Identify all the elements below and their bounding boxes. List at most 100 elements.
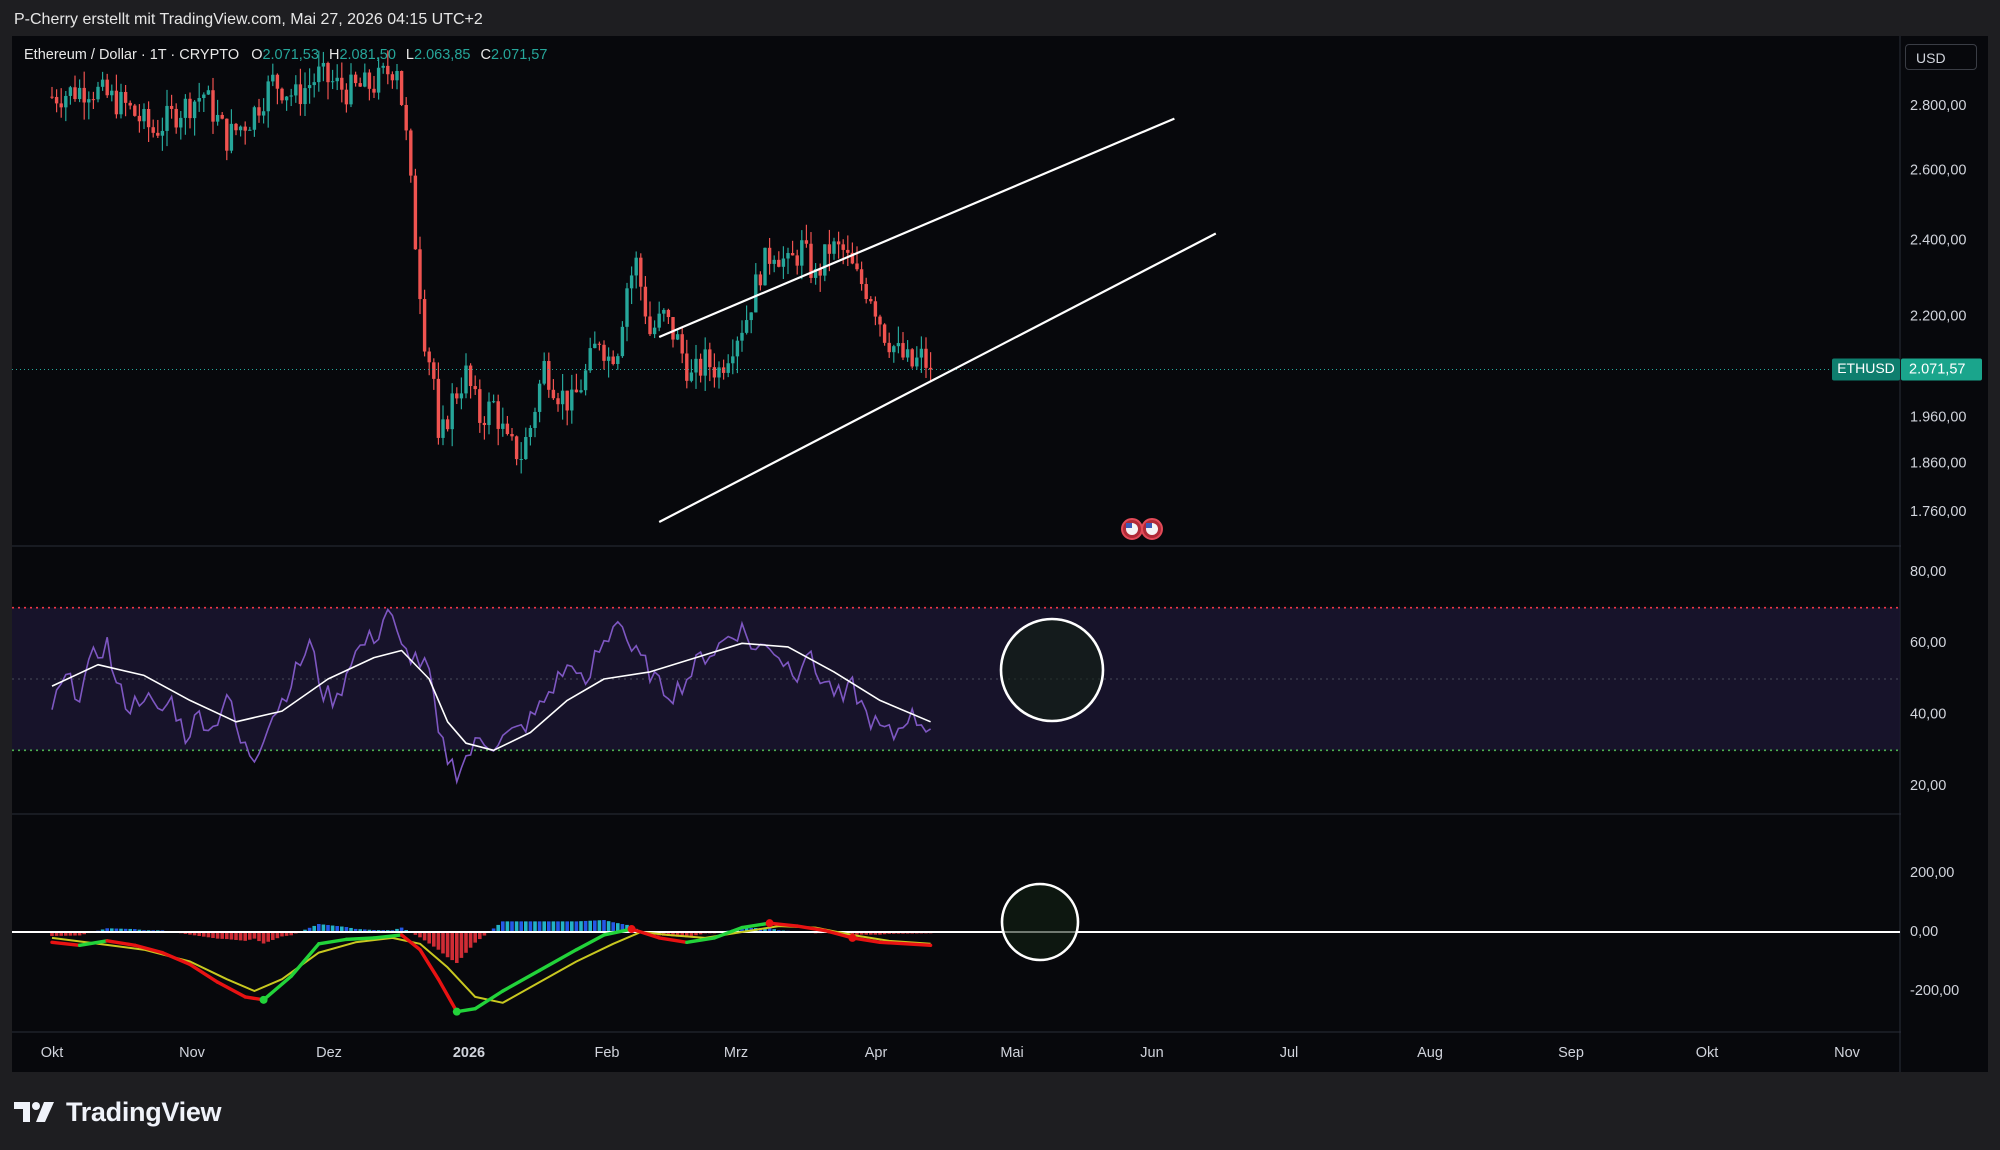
- last-price-label-bg: [1901, 358, 1982, 381]
- candle: [551, 379, 556, 400]
- candle-body: [289, 95, 293, 97]
- macd-histogram-bar: [225, 932, 229, 940]
- symbol-legend[interactable]: Ethereum / Dollar · 1T · CRYPTO O2.071,5…: [24, 47, 547, 63]
- candle-body: [510, 434, 514, 437]
- candle-body: [744, 320, 749, 333]
- macd-histogram-bar: [482, 932, 487, 936]
- candle-body: [229, 123, 234, 151]
- candle: [119, 83, 123, 119]
- macd-histogram-bar: [349, 927, 353, 932]
- candle-body: [919, 348, 924, 358]
- candle: [174, 103, 178, 134]
- rsi-tick-label: 20,00: [1910, 778, 1946, 794]
- candle-body: [698, 358, 703, 376]
- candle-body: [119, 91, 123, 115]
- candle: [211, 77, 215, 134]
- candle: [859, 261, 864, 291]
- candle-body: [505, 423, 510, 435]
- candle-body: [832, 241, 836, 254]
- candle: [579, 379, 583, 394]
- ohlc-low-label: L: [405, 47, 414, 63]
- macd-histogram-bar: [77, 932, 82, 936]
- candle: [662, 308, 666, 322]
- macd-histogram-bar: [271, 932, 275, 940]
- candle-body: [64, 95, 68, 108]
- candle-body: [386, 65, 390, 75]
- macd-tick-label: 0,00: [1910, 924, 1938, 940]
- macd-histogram-bar: [188, 932, 192, 935]
- macd-pane[interactable]: [12, 882, 1900, 1016]
- macd-histogram-bar: [110, 928, 114, 932]
- macd-histogram-bar: [353, 928, 358, 932]
- candle-body: [804, 240, 809, 244]
- chart-area[interactable]: 2.800,00 2.600,00 2.400,00 2.200,00 1.960,00…: [12, 36, 1988, 1072]
- candle: [836, 231, 841, 259]
- candle-body: [418, 249, 422, 300]
- macd-cross-dot: [452, 1007, 461, 1016]
- candle-body: [735, 340, 740, 357]
- ohlc-high-value: 2.081,50: [339, 47, 396, 63]
- candle: [54, 89, 59, 113]
- candle: [137, 104, 142, 133]
- currency-selector[interactable]: USD: [1905, 44, 1977, 70]
- candle: [252, 105, 257, 137]
- price-scale[interactable]: 2.800,00 2.600,00 2.400,00 2.200,00 1.960,00…: [1832, 36, 1988, 1072]
- rsi-tick-label: 60,00: [1910, 635, 1946, 651]
- macd-histogram-bar: [363, 929, 367, 932]
- macd-line-segment: [767, 921, 799, 928]
- candle-body: [878, 316, 882, 325]
- candle-body: [372, 88, 376, 93]
- macd-histogram-bar: [505, 921, 510, 932]
- candle: [744, 305, 749, 335]
- candle: [257, 98, 261, 123]
- price-tick-label: 2.600,00: [1910, 163, 1966, 179]
- candle: [772, 255, 776, 273]
- chart-canvas[interactable]: 2.800,00 2.600,00 2.400,00 2.200,00 1.960,00…: [12, 36, 1988, 1072]
- macd-histogram-bar: [579, 921, 583, 932]
- candle-body: [616, 356, 620, 364]
- candle: [666, 308, 671, 325]
- macd-histogram-bar: [878, 932, 882, 935]
- candle: [496, 394, 500, 446]
- candle-body: [606, 356, 611, 361]
- channel-upper-line: [658, 117, 1175, 338]
- macd-line-segment: [160, 950, 192, 967]
- macd-histogram-bar: [248, 932, 252, 940]
- candle: [395, 63, 399, 90]
- macd-histogram-bar: [763, 928, 767, 932]
- candle: [68, 85, 73, 105]
- channel-lower-line: [658, 232, 1217, 523]
- candle-body: [823, 244, 827, 276]
- candle: [441, 405, 445, 446]
- candle-body: [533, 411, 537, 428]
- macd-histogram-bar: [211, 932, 215, 938]
- macd-line-segment: [795, 924, 827, 933]
- candle-body: [248, 129, 252, 131]
- candle-body: [643, 286, 648, 317]
- candle: [146, 101, 151, 142]
- candle: [685, 339, 689, 389]
- time-scale[interactable]: Okt Nov Dez 2026 Feb Mrz Apr Mai Jun Jul Aug Sep Okt…: [41, 1045, 1861, 1061]
- candle-body: [565, 390, 569, 411]
- candle: [73, 75, 77, 102]
- time-tick-label: Jul: [1280, 1045, 1299, 1061]
- macd-histogram-bar: [570, 921, 574, 932]
- price-pane[interactable]: [12, 50, 1900, 540]
- macd-histogram-bar: [551, 921, 556, 932]
- macd-histogram-bar: [588, 920, 592, 932]
- macd-histogram-bar: [689, 932, 694, 937]
- rsi-pane[interactable]: [12, 606, 1900, 786]
- candle: [77, 79, 82, 103]
- candle: [91, 91, 96, 109]
- macd-line-segment: [77, 939, 109, 947]
- rsi-highlight-circle: [999, 617, 1105, 723]
- candle-body: [261, 111, 266, 116]
- candle: [735, 336, 740, 374]
- macd-histogram-bar: [261, 932, 266, 944]
- candle-body: [376, 67, 381, 93]
- time-tick-label: Dez: [316, 1045, 342, 1061]
- candle: [804, 224, 809, 248]
- ohlc-low-value: 2.063,85: [414, 47, 471, 63]
- candle: [386, 50, 390, 85]
- candle-body: [436, 378, 441, 438]
